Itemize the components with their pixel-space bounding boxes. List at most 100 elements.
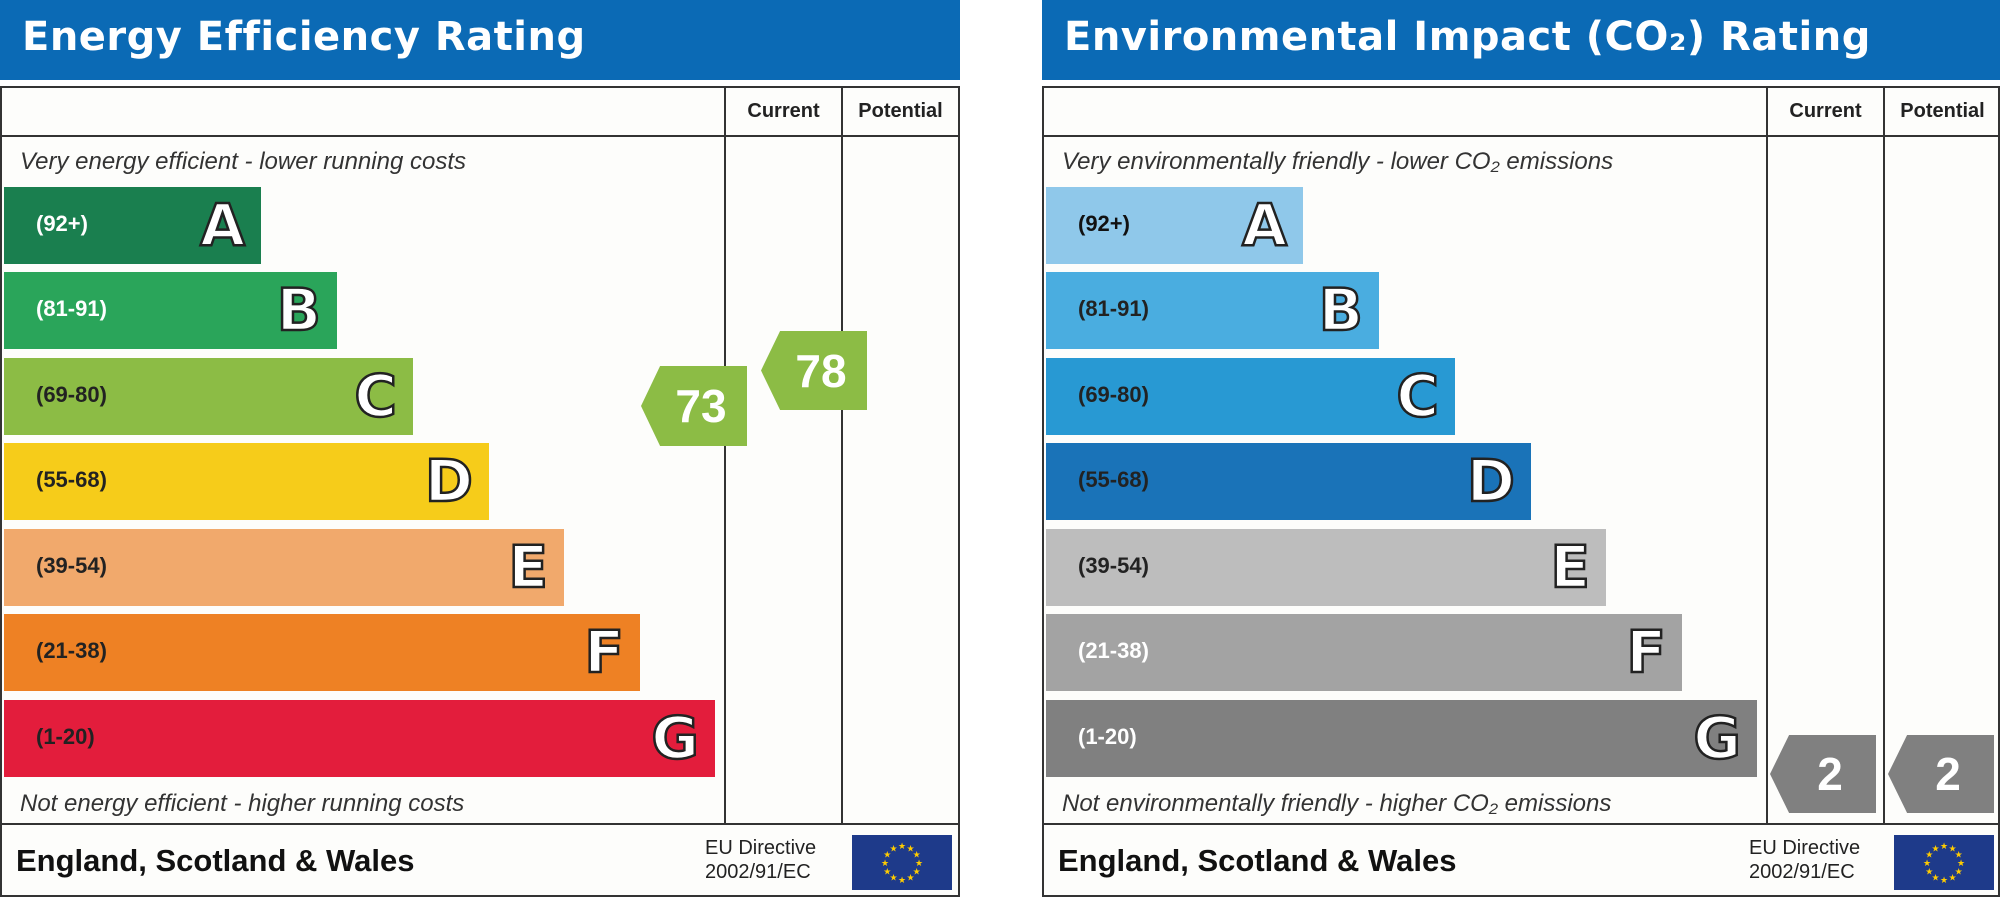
band-letter: C: [1395, 361, 1440, 432]
band-d: (55-68) D: [4, 443, 489, 520]
eu-directive: EU Directive 2002/91/EC: [705, 836, 816, 884]
svg-text:★: ★: [913, 867, 921, 877]
band-g: (1-20) G: [1046, 700, 1757, 777]
energy-efficiency-panel: Energy Efficiency Rating Current Potenti…: [0, 0, 960, 899]
footer-region: England, Scotland & Wales: [16, 843, 415, 878]
footer-region: England, Scotland & Wales: [1058, 843, 1457, 878]
eu-directive-line2: 2002/91/EC: [705, 861, 811, 883]
eu-directive-line2: 2002/91/EC: [1749, 861, 1855, 883]
band-letter: F: [583, 617, 625, 688]
svg-text:★: ★: [1955, 867, 1963, 877]
column-header-potential: Potential: [858, 100, 943, 122]
column-header-potential: Potential: [1900, 100, 1985, 122]
divider: [724, 88, 726, 823]
svg-text:★: ★: [1955, 850, 1963, 860]
band-letter: A: [1241, 190, 1288, 261]
svg-text:★: ★: [1925, 867, 1933, 877]
potential-rating-arrow: 2: [1888, 735, 1994, 813]
rating-table: Current Potential Very energy efficient …: [0, 86, 960, 897]
eu-directive-line1: EU Directive: [705, 837, 817, 859]
divider: [841, 88, 843, 823]
band-letter: B: [276, 275, 323, 346]
svg-text:★: ★: [906, 843, 914, 853]
panel-title: Environmental Impact (CO₂) Rating: [1042, 0, 2000, 80]
band-range: (92+): [36, 211, 88, 236]
band-letter: G: [1692, 703, 1742, 774]
svg-text:★: ★: [1931, 873, 1939, 883]
band-e: (39-54) E: [1046, 529, 1606, 606]
svg-text:★: ★: [883, 867, 891, 877]
svg-text:★: ★: [906, 873, 914, 883]
svg-text:★: ★: [889, 873, 897, 883]
eu-flag-icon: ★ ★ ★ ★ ★ ★ ★ ★ ★ ★ ★ ★: [852, 835, 952, 890]
environmental-impact-panel: Environmental Impact (CO₂) Rating Curren…: [1042, 0, 2000, 899]
band-letter: D: [424, 446, 475, 517]
divider: [2, 823, 958, 825]
rating-table: Current Potential Very environmentally f…: [1042, 86, 2000, 897]
svg-text:★: ★: [1957, 858, 1965, 868]
band-letter: C: [353, 361, 398, 432]
band-range: (1-20): [36, 724, 95, 749]
band-c: (69-80) C: [1046, 358, 1455, 435]
band-c: (69-80) C: [4, 358, 413, 435]
band-g: (1-20) G: [4, 700, 715, 777]
band-range: (39-54): [1078, 553, 1149, 578]
svg-text:★: ★: [898, 841, 906, 851]
divider: [1883, 88, 1885, 823]
band-b: (81-91) B: [4, 272, 337, 349]
current-rating-arrow: 2: [1770, 735, 1876, 813]
svg-text:★: ★: [883, 850, 891, 860]
svg-text:★: ★: [898, 875, 906, 885]
svg-text:★: ★: [1940, 875, 1948, 885]
svg-text:★: ★: [1923, 858, 1931, 868]
column-header-current: Current: [747, 100, 820, 122]
svg-text:★: ★: [1925, 850, 1933, 860]
band-letter: B: [1318, 275, 1365, 346]
column-header-current: Current: [1789, 100, 1862, 122]
band-letter: E: [1549, 532, 1591, 603]
band-e: (39-54) E: [4, 529, 564, 606]
svg-text:★: ★: [1948, 843, 1956, 853]
top-note: Very environmentally friendly - lower CO…: [1062, 148, 1614, 175]
divider: [2, 135, 958, 137]
band-d: (55-68) D: [1046, 443, 1531, 520]
band-letter: E: [507, 532, 549, 603]
svg-text:★: ★: [1940, 841, 1948, 851]
svg-text:★: ★: [915, 858, 923, 868]
divider: [1766, 88, 1768, 823]
bottom-note: Not energy efficient - higher running co…: [20, 790, 465, 817]
band-range: (21-38): [1078, 638, 1149, 663]
band-range: (39-54): [36, 553, 107, 578]
top-note: Very energy efficient - lower running co…: [20, 148, 466, 175]
band-a: (92+) A: [1046, 187, 1303, 264]
divider: [1044, 135, 1998, 137]
band-letter: A: [199, 190, 246, 261]
band-range: (81-91): [36, 296, 107, 321]
band-range: (21-38): [36, 638, 107, 663]
potential-rating-arrow: 78: [761, 331, 867, 410]
bottom-note: Not environmentally friendly - higher CO…: [1062, 790, 1612, 817]
band-range: (92+): [1078, 211, 1130, 236]
band-range: (81-91): [1078, 296, 1149, 321]
svg-text:★: ★: [881, 858, 889, 868]
panel-title: Energy Efficiency Rating: [0, 0, 960, 80]
band-letter: D: [1466, 446, 1517, 517]
band-letter: G: [650, 703, 700, 774]
band-range: (1-20): [1078, 724, 1137, 749]
band-range: (55-68): [36, 467, 107, 492]
svg-text:★: ★: [1931, 843, 1939, 853]
svg-text:★: ★: [913, 850, 921, 860]
svg-text:★: ★: [1948, 873, 1956, 883]
band-range: (69-80): [36, 382, 107, 407]
current-rating-arrow: 73: [641, 366, 747, 446]
band-b: (81-91) B: [1046, 272, 1379, 349]
band-a: (92+) A: [4, 187, 261, 264]
band-f: (21-38) F: [4, 614, 640, 691]
svg-text:★: ★: [889, 843, 897, 853]
eu-directive-line1: EU Directive: [1749, 837, 1861, 859]
eu-directive: EU Directive 2002/91/EC: [1749, 836, 1860, 884]
band-range: (55-68): [1078, 467, 1149, 492]
band-f: (21-38) F: [1046, 614, 1682, 691]
eu-flag-icon: ★ ★ ★ ★ ★ ★ ★ ★ ★ ★ ★ ★: [1894, 835, 1994, 890]
band-letter: F: [1625, 617, 1667, 688]
